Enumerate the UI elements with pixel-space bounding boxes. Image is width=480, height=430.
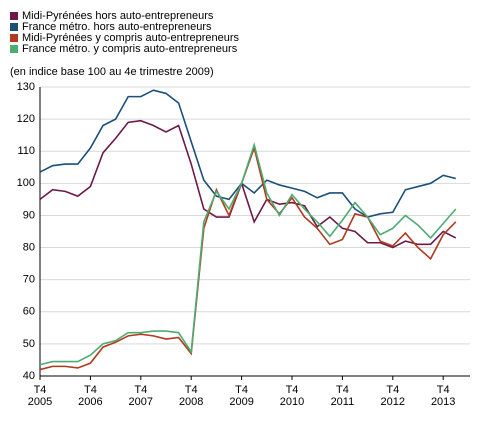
y-tick-label: 40	[23, 370, 35, 382]
y-tick-label: 60	[23, 306, 35, 318]
legend-label: Midi-Pyrénées y compris auto-entrepreneu…	[22, 32, 240, 44]
x-tick-label: T4 2009	[229, 384, 254, 408]
y-tick-label: 130	[17, 81, 35, 93]
x-tick-label: T4 2007	[128, 384, 154, 408]
series-line	[39, 141, 457, 366]
x-tick-label: T4 2013	[430, 384, 456, 408]
y-tick-label: 100	[17, 177, 35, 189]
x-tick-label: T4 2010	[279, 384, 305, 408]
x-tick-label: T4 2008	[178, 384, 204, 408]
legend-label: France métro. hors auto-entrepreneurs	[22, 21, 212, 33]
legend-swatch	[10, 34, 18, 42]
legend-swatch	[10, 12, 18, 20]
legend-swatch	[10, 45, 18, 53]
series-line	[39, 119, 457, 249]
legend-label: Midi-Pyrénées hors auto-entrepreneurs	[22, 10, 214, 22]
series-line	[39, 145, 457, 371]
y-tick-label: 90	[23, 209, 35, 221]
x-tick-label: T4 2006	[78, 384, 103, 408]
series-line	[39, 89, 456, 218]
y-tick-label: 110	[17, 145, 35, 157]
x-tick-label: T4 2011	[330, 384, 355, 408]
y-tick-label: 120	[17, 113, 35, 125]
legend-swatch	[10, 23, 18, 31]
x-tick-label: T4 2005	[27, 384, 53, 408]
y-tick-label: 50	[23, 338, 35, 350]
y-tick-label: 80	[23, 241, 35, 253]
x-tick-label: T4 2012	[380, 384, 406, 408]
y-tick-label: 70	[23, 274, 35, 286]
legend-label: France métro. y compris auto-entrepreneu…	[22, 43, 238, 55]
chart-subtitle: (en indice base 100 au 4e trimestre 2009…	[10, 66, 214, 78]
